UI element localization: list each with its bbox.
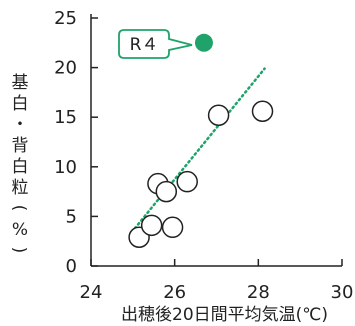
y-tick-label: 15: [54, 107, 77, 128]
x-tick-label: 30: [331, 282, 354, 303]
data-points: [128, 33, 274, 248]
y-axis-title-char: (: [9, 205, 29, 212]
y-tick-label: 25: [54, 8, 77, 29]
y-axis-title-char: 粒: [12, 178, 29, 198]
x-tick-label: 26: [163, 282, 186, 303]
data-point: [207, 104, 230, 126]
data-point: [155, 180, 178, 203]
y-axis-title-char: ・: [12, 115, 29, 135]
x-axis-title: 出穂後20日間平均気温(℃): [121, 305, 328, 325]
y-axis-title-char: %: [12, 220, 28, 240]
data-point: [140, 214, 163, 237]
trendline-group: [133, 67, 266, 230]
x-ticks: 24 26 28 30: [80, 259, 354, 303]
y-tick-label: 20: [54, 58, 77, 79]
x-tick-label: 24: [80, 282, 103, 303]
y-axis-title-char: ): [9, 247, 29, 254]
x-tick-label: 28: [247, 282, 270, 303]
annotation-group: R４: [118, 29, 193, 59]
data-point: [176, 170, 198, 193]
y-tick-label: 0: [66, 256, 77, 277]
highlight-point: [194, 33, 213, 52]
y-ticks: 0 5 10 15 20 25: [54, 8, 98, 277]
annotation-label: R４: [130, 35, 159, 55]
y-axis-title-char: 白: [12, 157, 29, 177]
trendline: [133, 67, 266, 230]
y-axis-title-char: 白: [12, 94, 29, 114]
data-point: [251, 100, 274, 122]
axes: [90, 14, 342, 267]
y-tick-label: 5: [66, 206, 77, 227]
y-tick-label: 10: [54, 157, 77, 178]
y-axis-title: 基白・背白粒(%): [9, 73, 29, 253]
y-axis-title-char: 背: [12, 136, 29, 156]
data-point: [161, 216, 184, 239]
annotation-callout: [118, 29, 193, 59]
y-axis-title-char: 基: [12, 73, 29, 93]
